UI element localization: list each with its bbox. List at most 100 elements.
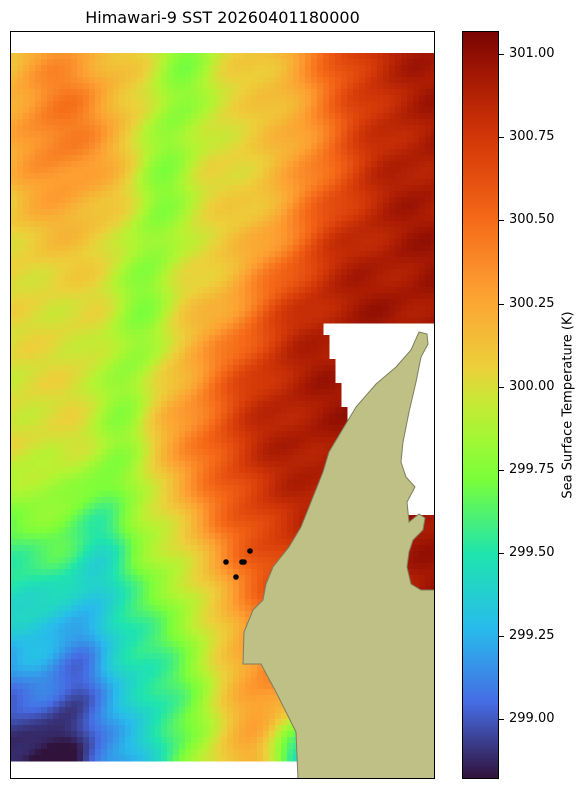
sst-cell [203,239,210,246]
sst-cell [83,245,90,252]
sst-cell [119,311,126,318]
sst-cell [53,395,60,402]
sst-cell [269,89,276,96]
sst-cell [323,395,330,402]
sst-cell [11,119,18,126]
sst-cell [215,317,222,324]
sst-cell [347,317,354,324]
sst-cell [59,467,66,474]
sst-cell [65,383,72,390]
sst-cell [227,299,234,306]
sst-cell [203,173,210,180]
sst-cell [395,65,402,72]
sst-cell [11,209,18,216]
sst-cell [293,359,300,366]
sst-cell [65,83,72,90]
sst-cell [185,185,192,192]
sst-cell [233,167,240,174]
sst-cell [281,407,288,414]
sst-cell [239,89,246,96]
sst-cell [101,155,108,162]
sst-cell [167,257,174,264]
sst-cell [287,275,294,282]
sst-cell [293,401,300,408]
sst-cell [341,107,348,114]
sst-cell [71,365,78,372]
sst-cell [125,347,132,354]
sst-cell [137,197,144,204]
sst-cell [71,131,78,138]
sst-cell [221,77,228,84]
sst-cell [317,191,324,198]
sst-cell [203,221,210,228]
sst-cell [119,365,126,372]
sst-cell [269,371,276,378]
sst-cell [329,425,336,432]
sst-cell [203,149,210,156]
sst-cell [113,407,120,414]
sst-cell [203,89,210,96]
sst-cell [107,467,114,474]
sst-cell [191,473,198,480]
sst-cell [383,245,390,252]
sst-cell [149,149,156,156]
sst-cell [305,341,312,348]
sst-cell [245,461,252,468]
sst-cell [11,467,18,474]
sst-cell [233,485,240,492]
sst-cell [293,155,300,162]
sst-cell [41,89,48,96]
sst-cell [197,347,204,354]
sst-cell [47,413,54,420]
sst-cell [269,389,276,396]
sst-cell [77,95,84,102]
sst-cell [179,83,186,90]
sst-cell [233,479,240,486]
sst-cell [299,359,306,366]
sst-cell [101,185,108,192]
sst-cell [29,257,36,264]
sst-cell [191,197,198,204]
sst-cell [425,263,432,270]
sst-cell [155,383,162,390]
sst-cell [227,107,234,114]
sst-cell [83,335,90,342]
sst-cell [11,245,18,252]
sst-cell [353,179,360,186]
sst-cell [107,389,114,396]
sst-cell [167,209,174,216]
sst-cell [371,155,378,162]
sst-cell [257,305,264,312]
sst-cell [197,155,204,162]
sst-cell [341,95,348,102]
sst-cell [137,245,144,252]
sst-cell [209,215,216,222]
sst-cell [311,467,318,474]
sst-cell [341,287,348,294]
sst-cell [419,53,426,60]
sst-cell [251,497,258,504]
sst-cell [239,341,246,348]
sst-cell [383,143,390,150]
sst-cell [89,173,96,180]
sst-cell [419,209,426,216]
sst-cell [155,59,162,66]
sst-cell [359,197,366,204]
sst-cell [209,443,216,450]
sst-cell [125,491,132,498]
sst-cell [395,299,402,306]
sst-cell [95,155,102,162]
sst-cell [77,401,84,408]
sst-cell [281,173,288,180]
sst-cell [359,227,366,234]
sst-cell [245,263,252,270]
sst-cell [149,83,156,90]
sst-cell [401,95,408,102]
sst-cell [269,119,276,126]
sst-cell [137,173,144,180]
sst-cell [419,167,426,174]
sst-cell [59,149,66,156]
sst-cell [215,347,222,354]
sst-cell [143,173,150,180]
sst-cell [305,347,312,354]
